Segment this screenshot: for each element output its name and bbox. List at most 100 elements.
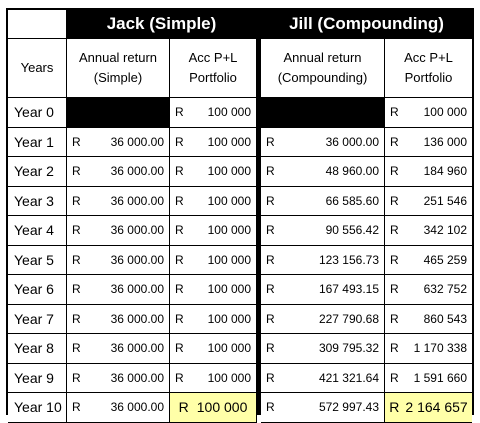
amount-value: 100 000 [207, 341, 251, 356]
jill-acc-cell: R 100 000 [385, 98, 472, 128]
amount-value: 100 000 [423, 105, 467, 120]
amount-value: 66 585.60 [325, 193, 379, 208]
amount-value: 36 000.00 [110, 252, 164, 267]
jill-return-cell: R 48 960.00 [261, 157, 385, 187]
years-header: Years [8, 38, 67, 98]
jack-return-cell: R 36 000.00 [67, 157, 170, 187]
jack-return-empty [67, 98, 170, 128]
jill-return-cell: R 421 321.64 [261, 363, 385, 393]
jill-acc-cell: R 465 259 [385, 245, 472, 275]
amount-value: 227 790.68 [318, 311, 379, 326]
jill-return-empty [261, 98, 385, 128]
currency-symbol: R [175, 223, 184, 238]
jack-return-cell: R 36 000.00 [67, 393, 170, 423]
jack-acc-cell: R 100 000 [170, 216, 257, 246]
currency-symbol: R [175, 282, 184, 297]
jack-title: Jack (Simple) [66, 10, 257, 38]
jill-return-cell: R 90 556.42 [261, 216, 385, 246]
jill-acc-cell: R 860 543 [385, 304, 472, 334]
amount-value: 342 102 [423, 223, 467, 238]
jill-return-cell: R 227 790.68 [261, 304, 385, 334]
amount-value: 1 170 338 [413, 341, 467, 356]
currency-symbol: R [390, 193, 399, 208]
currency-symbol: R [266, 193, 275, 208]
year-label: Year 3 [8, 186, 67, 216]
jill-acc-cell: R 632 752 [385, 275, 472, 305]
jack-return-cell: R 36 000.00 [67, 216, 170, 246]
amount-value: 136 000 [423, 134, 467, 149]
amount-value: 36 000.00 [110, 341, 164, 356]
amount-value: 2 164 657 [405, 399, 468, 416]
jill-panel: Jill (Compounding) Annual return (Compou… [261, 10, 472, 423]
currency-symbol: R [72, 134, 81, 149]
jack-acc-cell: R 100 000 [170, 245, 257, 275]
year-label: Year 1 [8, 127, 67, 157]
jack-acc-cell: R 100 000 [170, 127, 257, 157]
comparison-table: Jack (Simple) Years Annual return (Simpl… [6, 8, 474, 423]
amount-value: 251 546 [423, 193, 467, 208]
jill-acc-cell: R 184 960 [385, 157, 472, 187]
currency-symbol: R [390, 341, 399, 356]
amount-value: 421 321.64 [318, 370, 379, 385]
jill-acc-cell: R 2 164 657 [385, 393, 472, 423]
jill-return-cell: R 36 000.00 [261, 127, 385, 157]
currency-symbol: R [72, 311, 81, 326]
jack-acc-cell: R 100 000 [170, 98, 257, 128]
currency-symbol: R [72, 223, 81, 238]
jack-return-cell: R 36 000.00 [67, 363, 170, 393]
jill-acc-cell: R 1 170 338 [385, 334, 472, 364]
year-label: Year 9 [8, 363, 67, 393]
jack-return-cell: R 36 000.00 [67, 127, 170, 157]
currency-symbol: R [266, 282, 275, 297]
amount-value: 100 000 [207, 193, 251, 208]
currency-symbol: R [175, 252, 184, 267]
currency-symbol: R [175, 134, 184, 149]
jack-panel: Jack (Simple) Years Annual return (Simpl… [8, 10, 257, 423]
amount-value: 90 556.42 [325, 223, 379, 238]
amount-value: 36 000.00 [110, 400, 164, 415]
currency-symbol: R [72, 370, 81, 385]
jack-return-cell: R 36 000.00 [67, 186, 170, 216]
year-label: Year 6 [8, 275, 67, 305]
currency-symbol: R [175, 311, 184, 326]
currency-symbol: R [175, 193, 184, 208]
amount-value: 100 000 [207, 282, 251, 297]
amount-value: 100 000 [207, 164, 251, 179]
jill-title: Jill (Compounding) [261, 10, 472, 38]
currency-symbol: R [72, 400, 81, 415]
currency-symbol: R [390, 105, 399, 120]
currency-symbol: R [175, 105, 184, 120]
year-label: Year 4 [8, 216, 67, 246]
jill-return-cell: R 309 795.32 [261, 334, 385, 364]
jack-return-cell: R 36 000.00 [67, 245, 170, 275]
currency-symbol: R [266, 311, 275, 326]
currency-symbol: R [390, 134, 399, 149]
amount-value: 1 591 660 [413, 370, 467, 385]
amount-value: 36 000.00 [110, 193, 164, 208]
amount-value: 36 000.00 [110, 134, 164, 149]
currency-symbol: R [390, 370, 399, 385]
year-label: Year 7 [8, 304, 67, 334]
jill-return-header: Annual return (Compounding) [261, 38, 385, 98]
currency-symbol: R [178, 399, 189, 416]
jack-return-header: Annual return (Simple) [67, 38, 170, 98]
amount-value: 572 997.43 [318, 400, 379, 415]
amount-value: 100 000 [207, 370, 251, 385]
amount-value: 123 156.73 [318, 252, 379, 267]
amount-value: 100 000 [207, 252, 251, 267]
currency-symbol: R [72, 282, 81, 297]
amount-value: 632 752 [423, 282, 467, 297]
currency-symbol: R [390, 282, 399, 297]
jack-acc-cell: R 100 000 [170, 393, 257, 423]
currency-symbol: R [72, 341, 81, 356]
currency-symbol: R [266, 164, 275, 179]
jack-return-cell: R 36 000.00 [67, 275, 170, 305]
currency-symbol: R [390, 164, 399, 179]
amount-value: 184 960 [423, 164, 467, 179]
jill-return-cell: R 66 585.60 [261, 186, 385, 216]
jack-acc-cell: R 100 000 [170, 157, 257, 187]
jill-acc-cell: R 1 591 660 [385, 363, 472, 393]
jack-return-cell: R 36 000.00 [67, 334, 170, 364]
jack-acc-cell: R 100 000 [170, 363, 257, 393]
currency-symbol: R [72, 164, 81, 179]
